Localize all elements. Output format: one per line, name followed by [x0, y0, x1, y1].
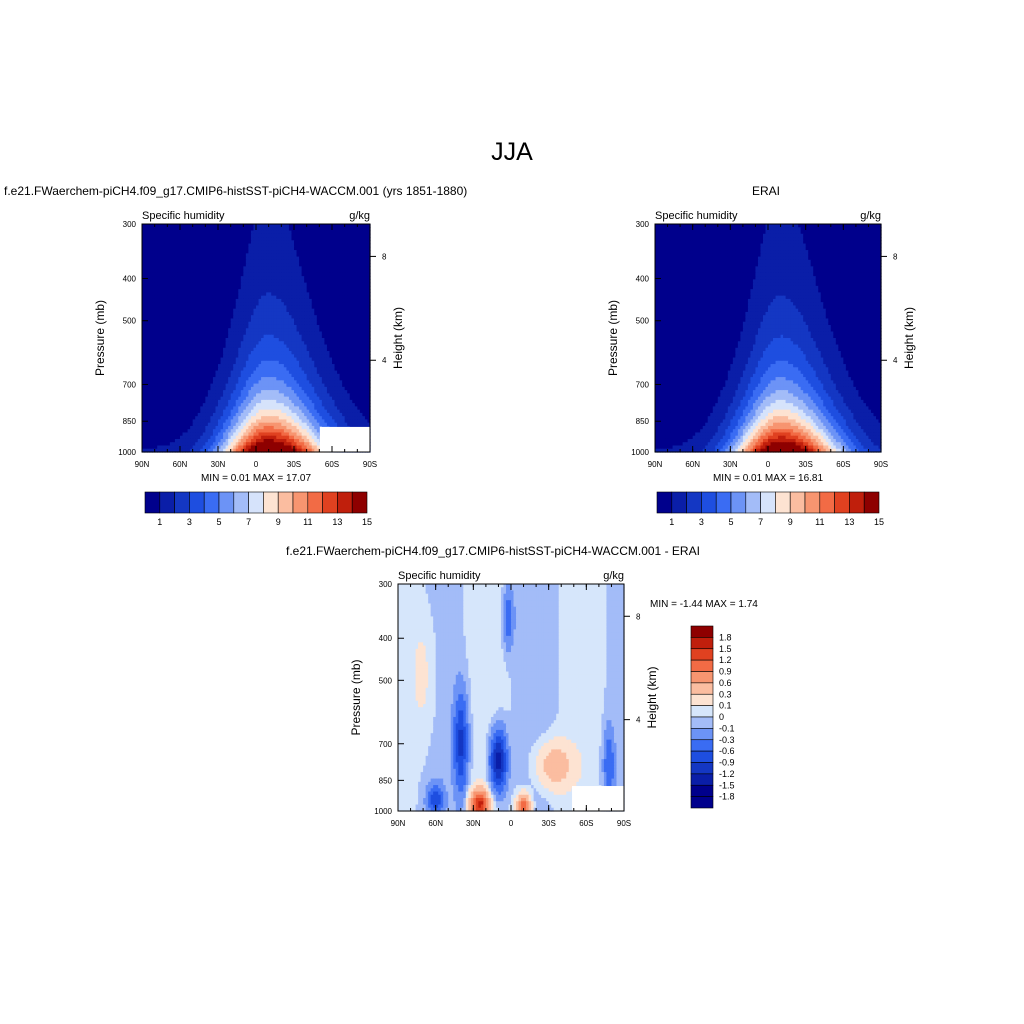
- model-plot: [142, 224, 371, 453]
- model-chart: 90N 60N 30N 0 30S 60S 90S300400500700850100084…: [0, 0, 1024, 1024]
